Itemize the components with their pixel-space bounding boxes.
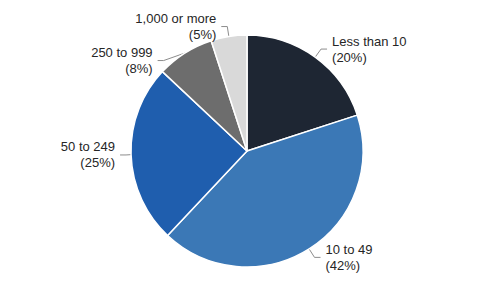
svg-text:(42%): (42%) bbox=[326, 258, 361, 273]
svg-text:10 to 49: 10 to 49 bbox=[326, 242, 373, 257]
svg-text:(20%): (20%) bbox=[332, 50, 367, 65]
svg-text:(25%): (25%) bbox=[80, 155, 115, 170]
svg-text:1,000 or more: 1,000 or more bbox=[135, 11, 216, 26]
svg-text:Less than 10: Less than 10 bbox=[332, 34, 406, 49]
svg-text:50 to 249: 50 to 249 bbox=[61, 139, 115, 154]
svg-text:(5%): (5%) bbox=[189, 27, 216, 42]
svg-text:250 to 999: 250 to 999 bbox=[91, 45, 152, 60]
svg-text:(8%): (8%) bbox=[125, 61, 152, 76]
